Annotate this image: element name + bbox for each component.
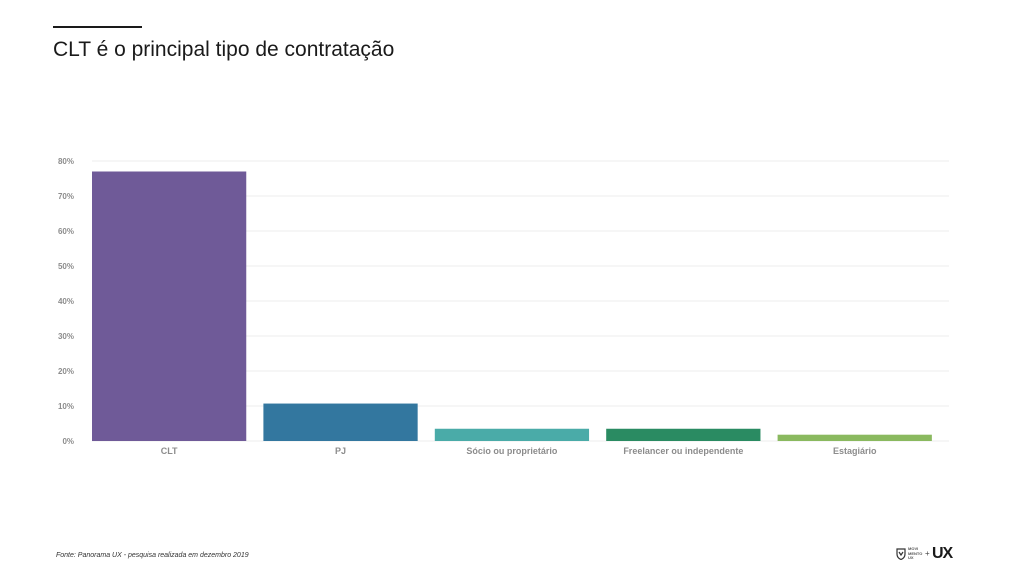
- bar: [434, 428, 590, 441]
- bar-chart: 0% 10% 20% 30% 40% 50% 60% 70% 80% CLT PJ Sócio ou…: [58, 157, 949, 456]
- logo-small-text: MOVI MENTO UX: [908, 546, 923, 560]
- y-tick-label: 30%: [58, 332, 74, 341]
- y-tick-label: 40%: [58, 297, 74, 306]
- x-axis: CLT PJ Sócio ou proprietário Freelancer ou …: [161, 446, 877, 456]
- logo: MOVI MENTO UX + UX: [896, 545, 960, 565]
- y-axis: 0% 10% 20% 30% 40% 50% 60% 70% 80%: [58, 157, 74, 446]
- y-tick-label: 80%: [58, 157, 74, 166]
- logo-plus: +: [925, 549, 930, 558]
- x-tick-label: CLT: [161, 446, 178, 456]
- y-tick-label: 10%: [58, 402, 74, 411]
- title-rule: [53, 26, 142, 28]
- x-tick-label: PJ: [335, 446, 346, 456]
- x-tick-label: Estagiário: [833, 446, 877, 456]
- bars: [92, 171, 932, 441]
- y-tick-label: 20%: [58, 367, 74, 376]
- y-tick-label: 70%: [58, 192, 74, 201]
- source-note: Fonte: Panorama UX - pesquisa realizada …: [56, 552, 249, 559]
- logo-ux-text: UX: [932, 545, 953, 562]
- bar: [777, 434, 932, 441]
- logo-shield-icon: [896, 548, 906, 560]
- x-tick-label: Sócio ou proprietário: [466, 446, 558, 456]
- bar: [92, 171, 247, 441]
- y-tick-label: 0%: [62, 437, 74, 446]
- bar: [263, 403, 418, 441]
- y-tick-label: 60%: [58, 227, 74, 236]
- bar: [606, 428, 761, 441]
- x-tick-label: Freelancer ou independente: [623, 446, 743, 456]
- y-tick-label: 50%: [58, 262, 74, 271]
- slide-title: CLT é o principal tipo de contratação: [53, 38, 395, 61]
